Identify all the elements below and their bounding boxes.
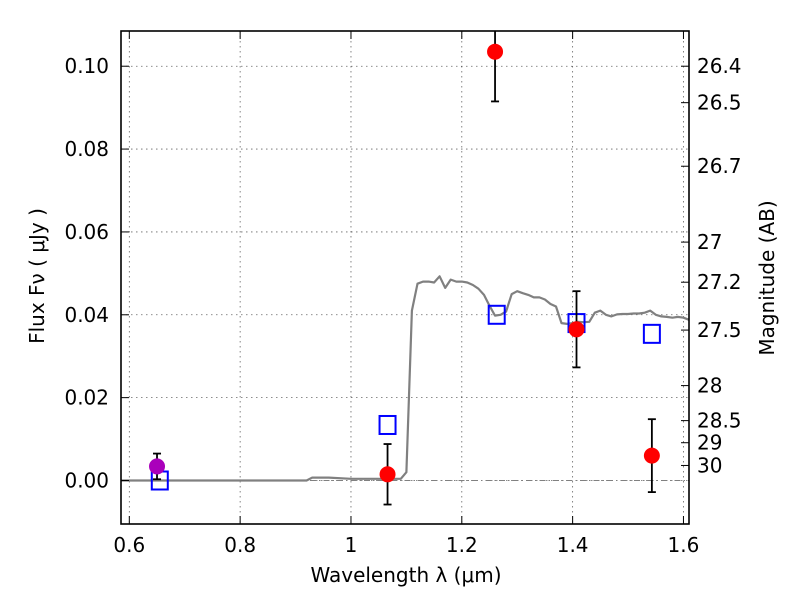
grid-lines (121, 31, 689, 524)
x-tick-label: 1.2 (446, 533, 478, 557)
observed-flux-point (149, 458, 166, 475)
y-tick-label: 0.00 (64, 469, 109, 493)
x-axis-label: Wavelength λ (μm) (310, 563, 501, 587)
observed-flux-point (643, 447, 660, 464)
observed-flux-series (149, 43, 660, 483)
magnitude-tick-label: 27 (697, 230, 722, 254)
model-spectrum-line (121, 275, 690, 482)
x-tick-label: 1 (345, 533, 358, 557)
y-tick-label: 0.10 (64, 54, 109, 78)
x-tick-label: 1.6 (668, 533, 700, 557)
model-band-flux-marker (487, 304, 506, 325)
y-tick-label: 0.02 (64, 386, 109, 410)
observed-flux-point (379, 466, 396, 483)
y-tick-label: 0.04 (64, 303, 109, 327)
magnitude-tick-label: 29 (697, 431, 722, 455)
magnitude-tick-label: 26.5 (697, 91, 742, 115)
x-tick-label: 1.4 (557, 533, 589, 557)
y-tick-label: 0.08 (64, 137, 109, 161)
error-bars (153, 31, 656, 506)
y-tick-labels: 0.00 0.02 0.04 0.06 0.08 0.10 (64, 54, 109, 492)
model-band-flux-marker (378, 414, 397, 435)
observed-flux-point (568, 321, 585, 338)
magnitude-tick-label: 27.5 (697, 318, 742, 342)
y-axis-label: Flux Fν ( μJy ) (25, 208, 49, 344)
x-tick-label: 0.6 (113, 533, 145, 557)
magnitude-tick-label: 26.7 (697, 154, 742, 178)
magnitude-tick-label: 26.4 (697, 54, 742, 78)
x-tick-label: 0.8 (224, 533, 256, 557)
observed-flux-point (487, 43, 504, 60)
axis-ticks (121, 31, 689, 524)
x-tick-labels: 0.6 0.8 1 1.2 1.4 1.6 (113, 533, 699, 557)
plot-frame (120, 30, 690, 525)
magnitude-tick-label: 30 (697, 453, 722, 477)
model-spectrum-series (121, 275, 690, 482)
model-band-flux-marker (642, 323, 661, 344)
magnitude-tick-label: 28.5 (697, 409, 742, 433)
magnitude-axis-label: Magnitude (AB) (755, 200, 779, 355)
magnitude-tick-label: 28 (697, 374, 722, 398)
y-tick-label: 0.06 (64, 220, 109, 244)
magnitude-tick-label: 27.2 (697, 270, 742, 294)
